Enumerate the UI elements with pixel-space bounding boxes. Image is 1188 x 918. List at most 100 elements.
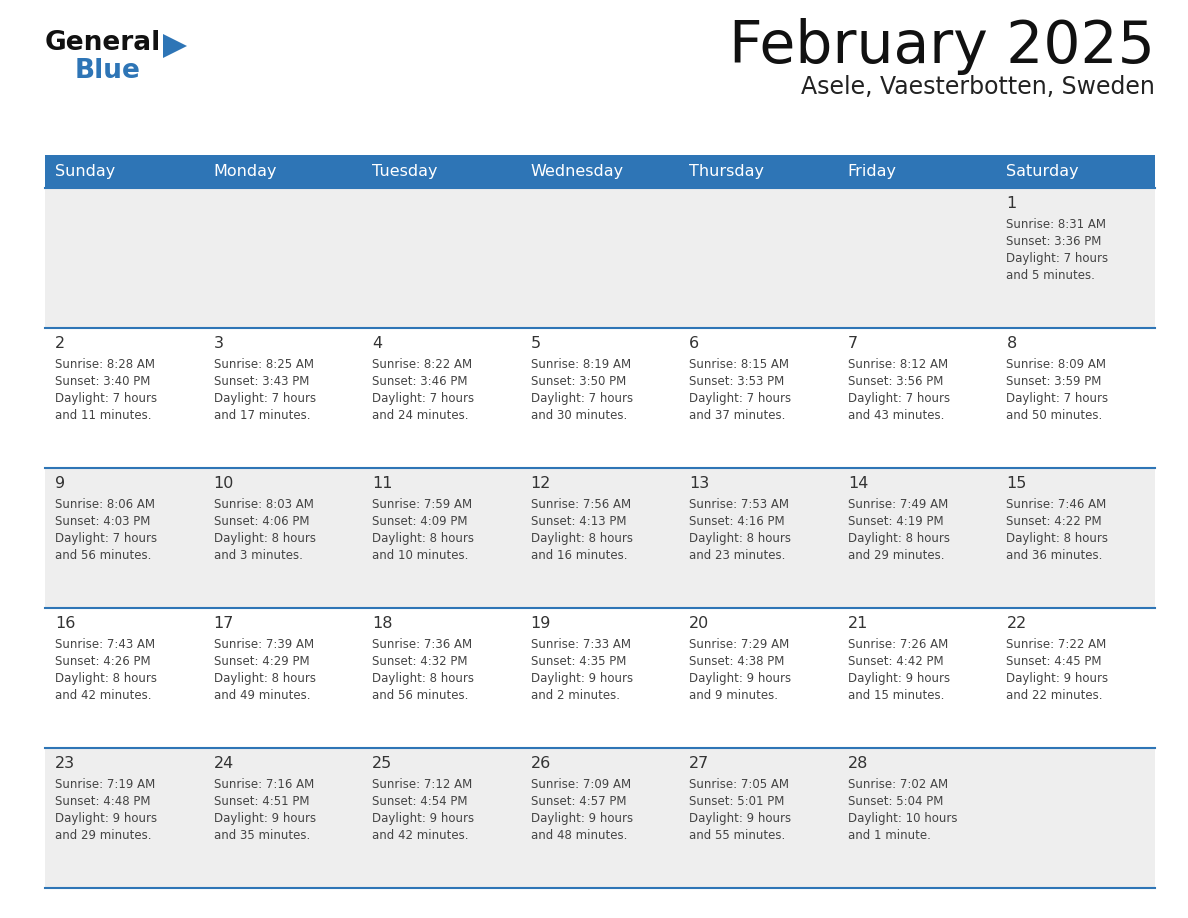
Text: 1: 1	[1006, 196, 1017, 211]
Text: Sunrise: 7:05 AM: Sunrise: 7:05 AM	[689, 778, 789, 791]
Text: Daylight: 9 hours: Daylight: 9 hours	[848, 672, 950, 685]
Polygon shape	[163, 34, 187, 58]
Text: and 56 minutes.: and 56 minutes.	[372, 689, 468, 702]
Text: and 42 minutes.: and 42 minutes.	[55, 689, 152, 702]
Text: Sunset: 3:46 PM: Sunset: 3:46 PM	[372, 375, 468, 388]
Text: Sunrise: 7:29 AM: Sunrise: 7:29 AM	[689, 638, 790, 651]
Text: Sunrise: 7:36 AM: Sunrise: 7:36 AM	[372, 638, 473, 651]
Text: Sunday: Sunday	[55, 164, 115, 179]
Text: Sunset: 4:06 PM: Sunset: 4:06 PM	[214, 515, 309, 528]
Text: Sunrise: 7:12 AM: Sunrise: 7:12 AM	[372, 778, 473, 791]
Text: Sunset: 4:45 PM: Sunset: 4:45 PM	[1006, 655, 1102, 668]
Text: Sunrise: 7:22 AM: Sunrise: 7:22 AM	[1006, 638, 1107, 651]
Text: Daylight: 8 hours: Daylight: 8 hours	[689, 532, 791, 545]
Text: 19: 19	[531, 616, 551, 631]
Text: Sunrise: 7:39 AM: Sunrise: 7:39 AM	[214, 638, 314, 651]
Text: Sunrise: 7:02 AM: Sunrise: 7:02 AM	[848, 778, 948, 791]
Text: 8: 8	[1006, 336, 1017, 351]
Text: and 36 minutes.: and 36 minutes.	[1006, 549, 1102, 562]
Text: Sunrise: 8:31 AM: Sunrise: 8:31 AM	[1006, 218, 1106, 231]
Text: Sunset: 4:42 PM: Sunset: 4:42 PM	[848, 655, 943, 668]
Text: and 16 minutes.: and 16 minutes.	[531, 549, 627, 562]
Text: Daylight: 8 hours: Daylight: 8 hours	[214, 672, 316, 685]
Text: Daylight: 7 hours: Daylight: 7 hours	[689, 392, 791, 405]
Text: Thursday: Thursday	[689, 164, 764, 179]
Text: and 23 minutes.: and 23 minutes.	[689, 549, 785, 562]
Text: and 15 minutes.: and 15 minutes.	[848, 689, 944, 702]
Text: Sunrise: 8:15 AM: Sunrise: 8:15 AM	[689, 358, 789, 371]
Text: Sunset: 3:43 PM: Sunset: 3:43 PM	[214, 375, 309, 388]
Text: and 43 minutes.: and 43 minutes.	[848, 409, 944, 422]
Text: Daylight: 9 hours: Daylight: 9 hours	[531, 812, 633, 825]
Bar	[45, 188, 1155, 328]
Text: Sunrise: 8:25 AM: Sunrise: 8:25 AM	[214, 358, 314, 371]
Text: and 3 minutes.: and 3 minutes.	[214, 549, 303, 562]
Text: 14: 14	[848, 476, 868, 491]
Text: Sunset: 4:32 PM: Sunset: 4:32 PM	[372, 655, 468, 668]
Text: Sunset: 3:56 PM: Sunset: 3:56 PM	[848, 375, 943, 388]
Text: Sunset: 4:38 PM: Sunset: 4:38 PM	[689, 655, 784, 668]
Text: Daylight: 7 hours: Daylight: 7 hours	[214, 392, 316, 405]
Text: Sunset: 4:57 PM: Sunset: 4:57 PM	[531, 795, 626, 808]
Text: Sunset: 4:26 PM: Sunset: 4:26 PM	[55, 655, 151, 668]
Text: and 1 minute.: and 1 minute.	[848, 829, 930, 842]
Text: Saturday: Saturday	[1006, 164, 1079, 179]
Bar	[45, 468, 1155, 608]
Text: 7: 7	[848, 336, 858, 351]
Text: Sunset: 4:22 PM: Sunset: 4:22 PM	[1006, 515, 1102, 528]
Text: Sunset: 3:36 PM: Sunset: 3:36 PM	[1006, 235, 1101, 248]
Text: Daylight: 9 hours: Daylight: 9 hours	[372, 812, 474, 825]
Text: 20: 20	[689, 616, 709, 631]
Text: 5: 5	[531, 336, 541, 351]
Text: General: General	[45, 30, 162, 56]
Text: 23: 23	[55, 756, 75, 771]
Text: Daylight: 9 hours: Daylight: 9 hours	[689, 672, 791, 685]
Text: Daylight: 8 hours: Daylight: 8 hours	[1006, 532, 1108, 545]
Text: 28: 28	[848, 756, 868, 771]
Text: and 29 minutes.: and 29 minutes.	[848, 549, 944, 562]
Text: Wednesday: Wednesday	[531, 164, 624, 179]
Text: Daylight: 8 hours: Daylight: 8 hours	[848, 532, 950, 545]
Text: Daylight: 9 hours: Daylight: 9 hours	[531, 672, 633, 685]
Text: 4: 4	[372, 336, 383, 351]
Text: Daylight: 8 hours: Daylight: 8 hours	[531, 532, 633, 545]
Text: Sunrise: 8:22 AM: Sunrise: 8:22 AM	[372, 358, 473, 371]
Text: Sunrise: 7:49 AM: Sunrise: 7:49 AM	[848, 498, 948, 511]
Text: Daylight: 7 hours: Daylight: 7 hours	[372, 392, 474, 405]
Text: Sunrise: 8:28 AM: Sunrise: 8:28 AM	[55, 358, 154, 371]
Text: Sunrise: 7:53 AM: Sunrise: 7:53 AM	[689, 498, 789, 511]
Text: and 29 minutes.: and 29 minutes.	[55, 829, 152, 842]
Text: Daylight: 7 hours: Daylight: 7 hours	[55, 392, 157, 405]
Text: 11: 11	[372, 476, 393, 491]
Text: 12: 12	[531, 476, 551, 491]
Text: Sunset: 3:40 PM: Sunset: 3:40 PM	[55, 375, 151, 388]
Text: and 11 minutes.: and 11 minutes.	[55, 409, 152, 422]
Text: Sunset: 5:04 PM: Sunset: 5:04 PM	[848, 795, 943, 808]
Text: Sunset: 4:29 PM: Sunset: 4:29 PM	[214, 655, 309, 668]
Text: 10: 10	[214, 476, 234, 491]
Text: Sunset: 3:53 PM: Sunset: 3:53 PM	[689, 375, 784, 388]
Text: Blue: Blue	[75, 58, 141, 84]
Text: and 5 minutes.: and 5 minutes.	[1006, 269, 1095, 282]
Text: and 2 minutes.: and 2 minutes.	[531, 689, 620, 702]
Text: Daylight: 9 hours: Daylight: 9 hours	[55, 812, 157, 825]
Text: Sunrise: 7:09 AM: Sunrise: 7:09 AM	[531, 778, 631, 791]
Text: and 10 minutes.: and 10 minutes.	[372, 549, 468, 562]
Bar	[45, 328, 1155, 468]
Text: Daylight: 7 hours: Daylight: 7 hours	[1006, 252, 1108, 265]
Text: Sunrise: 8:03 AM: Sunrise: 8:03 AM	[214, 498, 314, 511]
Text: Sunrise: 8:06 AM: Sunrise: 8:06 AM	[55, 498, 154, 511]
Text: Daylight: 10 hours: Daylight: 10 hours	[848, 812, 958, 825]
Text: Asele, Vaesterbotten, Sweden: Asele, Vaesterbotten, Sweden	[801, 75, 1155, 99]
Text: 21: 21	[848, 616, 868, 631]
Text: Sunrise: 7:43 AM: Sunrise: 7:43 AM	[55, 638, 156, 651]
Text: 6: 6	[689, 336, 700, 351]
Bar	[45, 155, 1155, 188]
Text: 16: 16	[55, 616, 75, 631]
Text: Daylight: 8 hours: Daylight: 8 hours	[55, 672, 157, 685]
Text: Sunrise: 8:12 AM: Sunrise: 8:12 AM	[848, 358, 948, 371]
Text: and 37 minutes.: and 37 minutes.	[689, 409, 785, 422]
Text: Sunset: 3:50 PM: Sunset: 3:50 PM	[531, 375, 626, 388]
Text: Sunrise: 7:33 AM: Sunrise: 7:33 AM	[531, 638, 631, 651]
Text: February 2025: February 2025	[729, 18, 1155, 75]
